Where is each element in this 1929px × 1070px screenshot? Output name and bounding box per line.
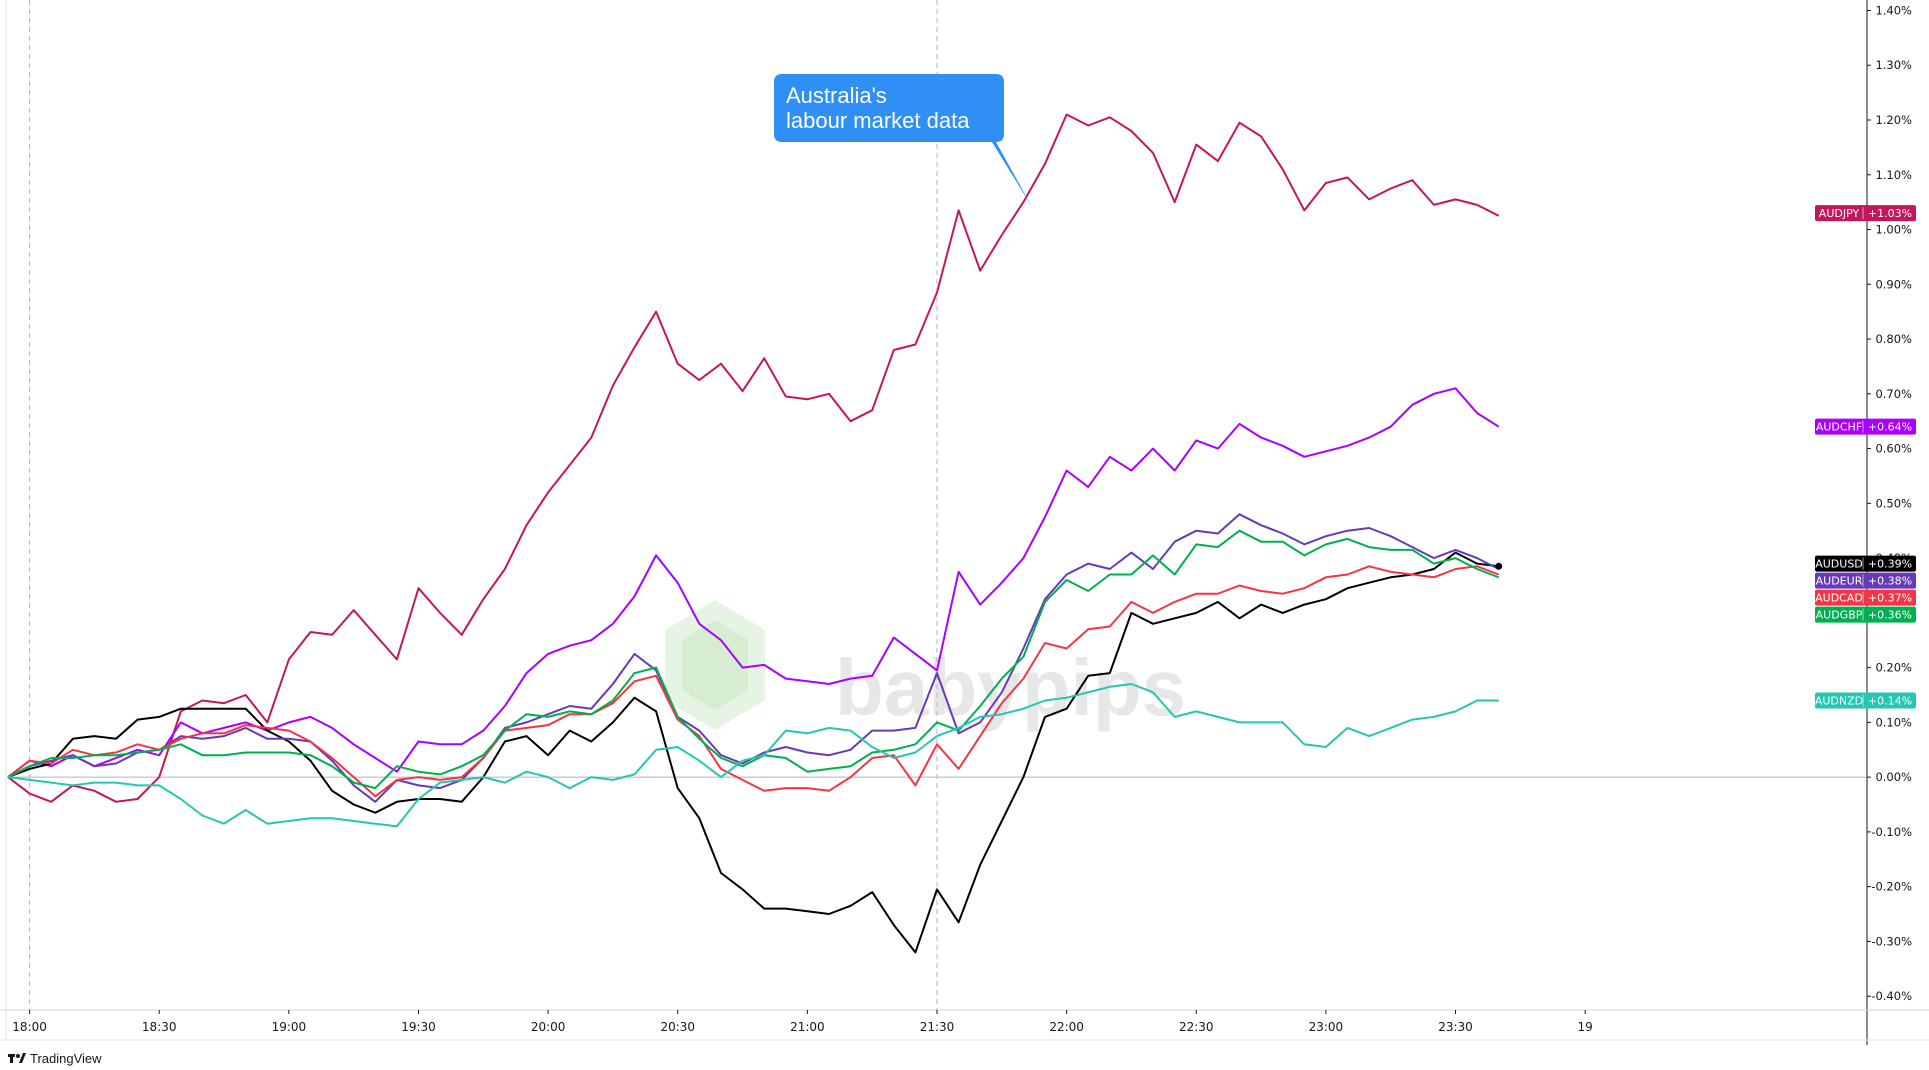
last-value-label-audgbp: AUDGBP +0.36% — [1815, 606, 1916, 623]
y-tick-label: -0.10% — [1871, 825, 1912, 839]
x-tick-label: 23:30 — [1438, 1020, 1473, 1034]
last-value-label-name: AUDJPY — [1819, 207, 1860, 220]
last-value-label-name: AUDUSD — [1815, 558, 1863, 571]
y-tick-label: 0.90% — [1875, 277, 1912, 291]
last-value-label-name: AUDGBP — [1816, 609, 1863, 622]
last-value-label-audnzd: AUDNZD +0.14% — [1815, 692, 1916, 709]
watermark: babypips — [665, 600, 1186, 732]
last-value-label-value: +0.36% — [1868, 609, 1912, 622]
y-tick-label: 1.00% — [1875, 223, 1912, 237]
axes: 1.40% 1.30% 1.20% 1.10% 1.00% 0.90% 0.80% 0.70%… — [0, 0, 1929, 1045]
last-value-label-name: AUDEUR — [1816, 575, 1863, 588]
series-end-dot-audusd — [1495, 562, 1503, 570]
y-tick-label: 1.10% — [1875, 168, 1912, 182]
branding: TradingView — [8, 1051, 102, 1066]
y-tick-label: 1.40% — [1875, 3, 1912, 17]
series-lines — [7, 113, 1503, 954]
y-tick-label: -0.30% — [1871, 934, 1912, 948]
watermark-logo-inner-icon — [682, 620, 748, 710]
last-value-label-value: +0.14% — [1868, 694, 1912, 707]
series-line-audjpy — [7, 113, 1500, 803]
x-tick-label: 19:30 — [401, 1020, 436, 1034]
y-tick-label: -0.20% — [1871, 880, 1912, 894]
x-tick-label: 23:00 — [1309, 1020, 1344, 1034]
last-value-label-audcad: AUDCAD +0.37% — [1815, 589, 1916, 606]
branding-text: TradingView — [30, 1051, 102, 1066]
tradingview-logo-icon — [8, 1053, 26, 1063]
last-value-label-name: AUDCAD — [1815, 592, 1863, 605]
last-value-label-name: AUDNZD — [1815, 694, 1863, 707]
series-line-audcad — [7, 565, 1500, 798]
last-value-label-audusd: AUDUSD +0.39% — [1815, 555, 1916, 572]
last-value-label-audchf: AUDCHF +0.64% — [1815, 418, 1916, 435]
x-tick-label: 20:30 — [660, 1020, 695, 1034]
x-tick-label: 18:00 — [12, 1020, 47, 1034]
series-line-audusd — [7, 551, 1499, 954]
y-tick-label: 0.50% — [1875, 496, 1912, 510]
last-value-label-bg — [1815, 606, 1916, 623]
y-tick-label: 0.60% — [1875, 442, 1912, 456]
x-tick-label: 19 — [1577, 1020, 1592, 1034]
last-value-label-audjpy: AUDJPY +1.03% — [1815, 205, 1916, 222]
last-value-label-value: +0.37% — [1868, 592, 1912, 605]
last-value-label-value: +0.38% — [1868, 575, 1912, 588]
annotation-line-2: labour market data — [786, 108, 970, 133]
y-tick-label: 1.30% — [1875, 58, 1912, 72]
series-line-audchf — [7, 387, 1500, 778]
x-tick-label: 21:30 — [920, 1020, 955, 1034]
last-value-label-value: +0.39% — [1868, 558, 1912, 571]
watermark-text: babypips — [835, 643, 1186, 732]
annotation-line-1: Australia's — [786, 83, 887, 108]
last-value-label-value: +1.03% — [1868, 207, 1912, 220]
x-tick-label: 20:00 — [531, 1020, 566, 1034]
y-tick-label: 0.80% — [1875, 332, 1912, 346]
last-value-label-bg — [1815, 418, 1916, 435]
last-value-label-bg — [1815, 555, 1916, 572]
y-tick-label: 0.10% — [1875, 715, 1912, 729]
x-tick-label: 21:00 — [790, 1020, 825, 1034]
last-value-labels: AUDJPY +1.03%AUDCHF +0.64%AUDUSD +0.39%AUDE… — [1815, 205, 1916, 709]
x-tick-label: 18:30 — [142, 1020, 177, 1034]
x-tick-label: 19:00 — [272, 1020, 307, 1034]
series-line-audgbp — [7, 529, 1500, 790]
last-value-label-name: AUDCHF — [1816, 421, 1862, 434]
annotation-bubble — [774, 74, 1032, 207]
x-tick-label: 22:30 — [1179, 1020, 1214, 1034]
last-value-label-value: +0.64% — [1868, 421, 1912, 434]
y-tick-label: -0.40% — [1871, 989, 1912, 1003]
last-value-label-audeur: AUDEUR +0.38% — [1815, 572, 1916, 589]
y-tick-label: 0.20% — [1875, 661, 1912, 675]
annotation-callout: Australia's labour market data — [774, 74, 1032, 207]
y-tick-label: 1.20% — [1875, 113, 1912, 127]
last-value-label-bg — [1815, 572, 1916, 589]
x-tick-label: 22:00 — [1049, 1020, 1084, 1034]
last-value-label-bg — [1815, 589, 1916, 606]
y-tick-label: 0.00% — [1875, 770, 1912, 784]
series-line-audnzd — [7, 683, 1499, 828]
grid — [8, 0, 1866, 1010]
y-tick-label: 0.70% — [1875, 387, 1912, 401]
last-value-label-bg — [1815, 692, 1916, 709]
last-value-label-bg — [1815, 205, 1916, 222]
